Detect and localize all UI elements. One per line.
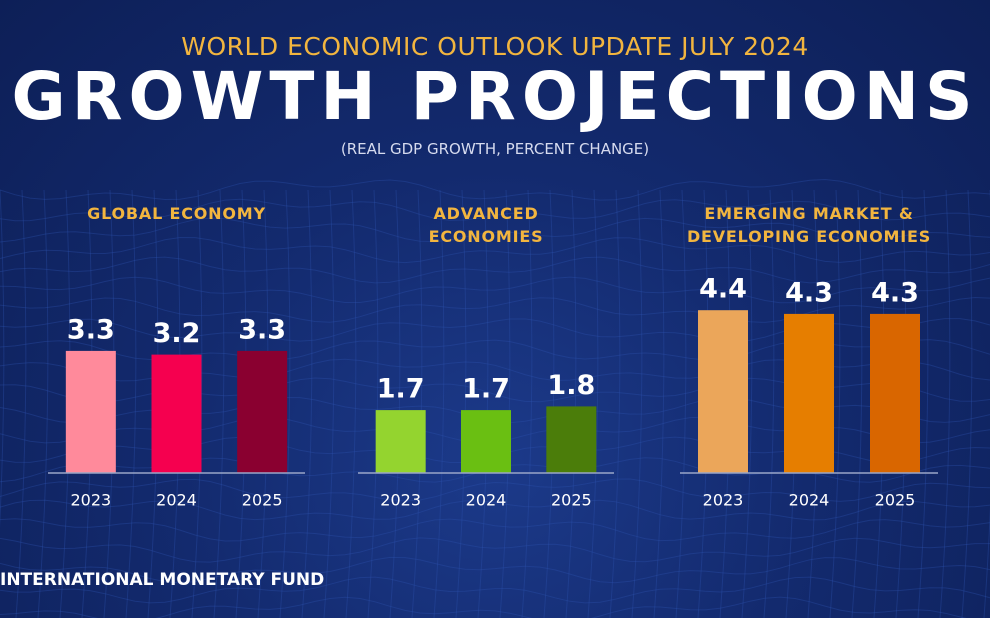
supertitle: WORLD ECONOMIC OUTLOOK UPDATE JULY 2024 <box>181 32 809 61</box>
value-label: 3.2 <box>153 318 201 349</box>
value-label: 4.4 <box>699 274 747 305</box>
value-label: 3.3 <box>67 314 115 345</box>
x-tick-label: 2025 <box>875 491 916 510</box>
bar <box>65 350 116 473</box>
x-tick-label: 2023 <box>703 491 744 510</box>
chart-title: GLOBAL ECONOMY <box>87 204 266 223</box>
bar <box>870 313 920 473</box>
bar <box>784 313 834 473</box>
bar <box>151 354 202 473</box>
chart-title: EMERGING MARKET & DEVELOPING ECONOMIES <box>686 204 932 246</box>
bar <box>375 410 426 473</box>
x-tick-label: 2023 <box>70 491 111 510</box>
x-tick-label: 2024 <box>466 491 507 510</box>
subtitle: (REAL GDP GROWTH, PERCENT CHANGE) <box>340 140 650 158</box>
x-tick-label: 2025 <box>551 491 592 510</box>
main-title: GROWTH PROJECTIONS <box>11 58 979 135</box>
bar <box>546 406 597 473</box>
x-tick-label: 2023 <box>380 491 421 510</box>
value-label: 1.8 <box>547 370 595 401</box>
footer: INTERNATIONAL MONETARY FUND <box>0 570 325 590</box>
value-label: 4.3 <box>871 277 919 308</box>
value-label: 4.3 <box>785 277 833 308</box>
value-label: 3.3 <box>238 314 286 345</box>
bar <box>237 350 288 473</box>
bar <box>698 310 748 473</box>
x-tick-label: 2024 <box>789 491 830 510</box>
x-tick-label: 2024 <box>156 491 197 510</box>
value-label: 1.7 <box>377 374 425 405</box>
value-label: 1.7 <box>462 374 510 405</box>
chart-title: ADVANCED ECONOMIES <box>428 204 544 246</box>
x-tick-label: 2025 <box>242 491 283 510</box>
bar <box>461 410 511 473</box>
